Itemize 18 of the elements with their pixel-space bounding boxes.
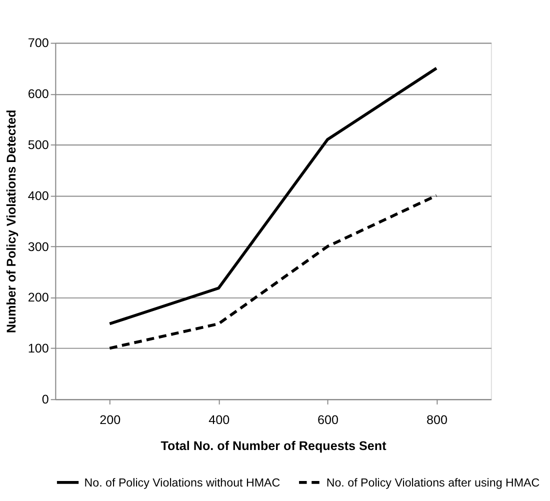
legend-label: No. of Policy Violations after using HMAC: [326, 476, 540, 490]
y-axis-title: Number of Policy Violations Detected: [4, 110, 18, 334]
y-tick-label: 500: [28, 138, 49, 152]
y-tick-label: 700: [28, 36, 49, 50]
x-axis-title: Total No. of Number of Requests Sent: [160, 438, 388, 453]
x-tick-label: 600: [318, 412, 339, 427]
y-tick-label: 400: [28, 188, 49, 203]
y-tick-label: 0: [42, 392, 49, 406]
line-series: [108, 66, 438, 326]
x-tick-label: 200: [100, 412, 121, 427]
line-series: [108, 194, 438, 350]
y-tick-label: 300: [28, 240, 49, 254]
y-tick-label: 200: [28, 290, 49, 305]
x-tick-label: 400: [208, 412, 230, 427]
y-tick-label: 100: [28, 342, 49, 356]
y-tick-label: 600: [28, 87, 49, 102]
x-tick-label: 800: [426, 412, 448, 427]
legend-label: No. of Policy Violations without HMAC: [84, 476, 280, 490]
